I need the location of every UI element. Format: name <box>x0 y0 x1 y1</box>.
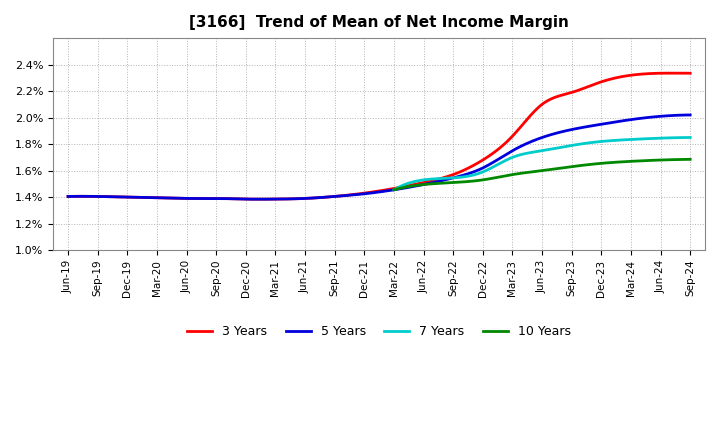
10 Years <box>531 169 539 174</box>
3 Years <box>63 194 72 199</box>
Line: 7 Years: 7 Years <box>394 137 690 190</box>
5 Years <box>575 125 583 131</box>
5 Years <box>364 191 373 196</box>
3 Years <box>686 70 695 76</box>
5 Years <box>672 113 681 118</box>
10 Years <box>532 169 541 174</box>
3 Years <box>436 176 444 181</box>
Legend: 3 Years, 5 Years, 7 Years, 10 Years: 3 Years, 5 Years, 7 Years, 10 Years <box>182 320 577 343</box>
Title: [3166]  Trend of Mean of Net Income Margin: [3166] Trend of Mean of Net Income Margi… <box>189 15 569 30</box>
3 Years <box>364 190 373 195</box>
3 Years <box>361 191 369 196</box>
10 Years <box>632 158 641 164</box>
5 Years <box>63 194 72 199</box>
10 Years <box>550 166 559 172</box>
7 Years <box>532 149 541 154</box>
5 Years <box>436 179 444 184</box>
5 Years <box>361 191 369 196</box>
7 Years <box>390 187 398 192</box>
5 Years <box>402 185 410 191</box>
3 Years <box>575 87 583 92</box>
10 Years <box>566 164 575 169</box>
Line: 5 Years: 5 Years <box>68 115 690 199</box>
7 Years <box>686 135 695 140</box>
10 Years <box>686 157 695 162</box>
10 Years <box>390 187 398 192</box>
7 Years <box>566 143 575 148</box>
Line: 10 Years: 10 Years <box>394 159 690 190</box>
10 Years <box>679 157 688 162</box>
3 Years <box>673 70 682 76</box>
7 Years <box>632 136 641 142</box>
3 Years <box>402 183 410 189</box>
Line: 3 Years: 3 Years <box>68 73 690 199</box>
5 Years <box>686 112 695 117</box>
7 Years <box>531 149 539 154</box>
7 Years <box>679 135 688 140</box>
7 Years <box>550 146 559 151</box>
3 Years <box>667 70 676 76</box>
5 Years <box>254 197 263 202</box>
3 Years <box>254 197 263 202</box>
